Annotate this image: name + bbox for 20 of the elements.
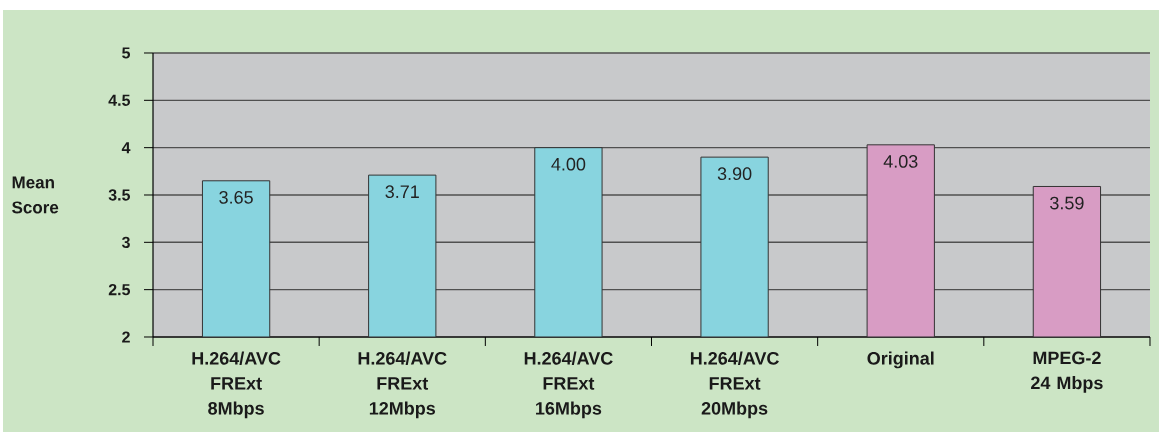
y-tick-label: 3.5: [108, 189, 131, 201]
data-label: 3.71: [385, 185, 419, 199]
x-tick-label: Original: [867, 351, 934, 369]
y-axis-title: Mean Score: [12, 176, 59, 214]
data-label: 3.59: [1050, 196, 1084, 210]
data-label: 4.00: [551, 157, 586, 171]
data-label: 4.03: [883, 155, 918, 168]
x-tick-label: H.264/AVC FRExt 20Mbps: [690, 351, 779, 419]
x-tick-label: H.264/AVC FRExt 8Mbps: [192, 351, 281, 419]
y-tick-label: 2.5: [108, 284, 131, 296]
data-label: 3.90: [717, 167, 752, 181]
x-tick-label: H.264/AVC FRExt 12Mbps: [358, 351, 447, 419]
y-tick-label: 5: [122, 47, 131, 59]
data-label: 3.65: [219, 190, 253, 204]
y-tick-label: 4.5: [108, 94, 131, 106]
x-tick-label: MPEG-2 24 Mbps: [1031, 351, 1103, 393]
y-tick-label: 4: [121, 142, 131, 154]
y-tick-label: 3: [121, 236, 130, 248]
x-tick-label: H.264/AVC FRExt 16Mbps: [524, 351, 613, 419]
y-tick-label: 2: [122, 331, 130, 343]
